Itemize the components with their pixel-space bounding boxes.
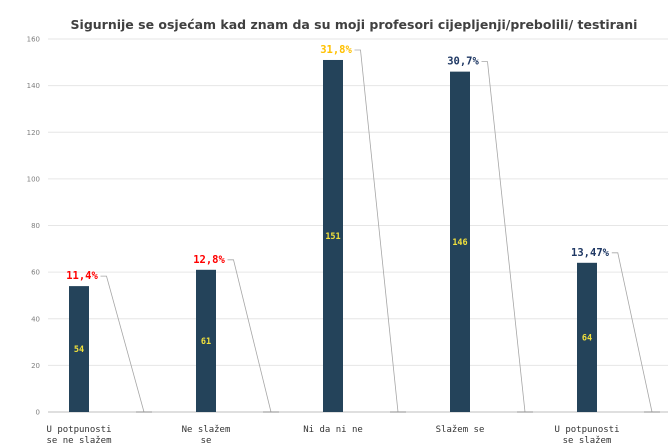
- percent-labels: 11,4% 12,8% 31,8% 30,7% 13,47%: [66, 44, 609, 282]
- bar: [577, 262, 597, 412]
- y-tick-label: 20: [31, 362, 40, 370]
- bar-value-label: 151: [325, 232, 340, 242]
- bar-value-label: 64: [582, 333, 592, 343]
- y-tick-label: 60: [31, 269, 40, 277]
- percent-label: 12,8%: [193, 254, 225, 266]
- chart-title: Sigurnije se osjećam kad znam da su moji…: [71, 17, 638, 32]
- percent-label: 30,7%: [447, 56, 479, 68]
- y-tick-label: 120: [27, 129, 40, 137]
- y-tick-label: 100: [27, 175, 40, 183]
- percent-label: 31,8%: [320, 44, 352, 56]
- x-tick-label: se ne slažem: [46, 436, 111, 445]
- x-tick-label: se slažem: [563, 436, 612, 445]
- leader-lines: [100, 49, 660, 413]
- bar-value-label: 54: [74, 345, 84, 355]
- bars: [69, 59, 597, 412]
- bar: [323, 59, 343, 412]
- y-axis-tick-labels: 0 20 40 60 80 100 120 140 160: [27, 36, 40, 417]
- bar: [196, 269, 216, 412]
- leader-line: [227, 259, 272, 413]
- percent-label: 13,47%: [571, 247, 610, 259]
- leader-line: [481, 61, 526, 413]
- percent-label: 11,4%: [66, 270, 98, 282]
- y-tick-label: 80: [31, 222, 40, 230]
- y-tick-label: 140: [27, 82, 40, 90]
- bar: [69, 286, 89, 412]
- x-tick-label: Ni da ni ne: [303, 425, 363, 435]
- y-tick-label: 160: [27, 36, 40, 44]
- y-tick-label: 0: [36, 409, 40, 417]
- bar: [450, 71, 470, 412]
- x-tick-label: Slažem se: [436, 425, 485, 435]
- x-tick-label: U potpunosti: [554, 425, 619, 435]
- bar-value-label: 61: [201, 337, 211, 347]
- y-tick-label: 40: [31, 315, 40, 323]
- x-tick-label: se: [201, 436, 212, 445]
- leader-line: [354, 49, 399, 413]
- bar-value-label: 146: [452, 238, 467, 248]
- bar-value-labels: 54 61 151 146 64: [74, 232, 592, 355]
- x-tick-label: U potpunosti: [46, 425, 111, 435]
- leader-line: [100, 275, 145, 413]
- x-tick-label: Ne slažem: [182, 425, 231, 435]
- leader-line: [611, 252, 653, 413]
